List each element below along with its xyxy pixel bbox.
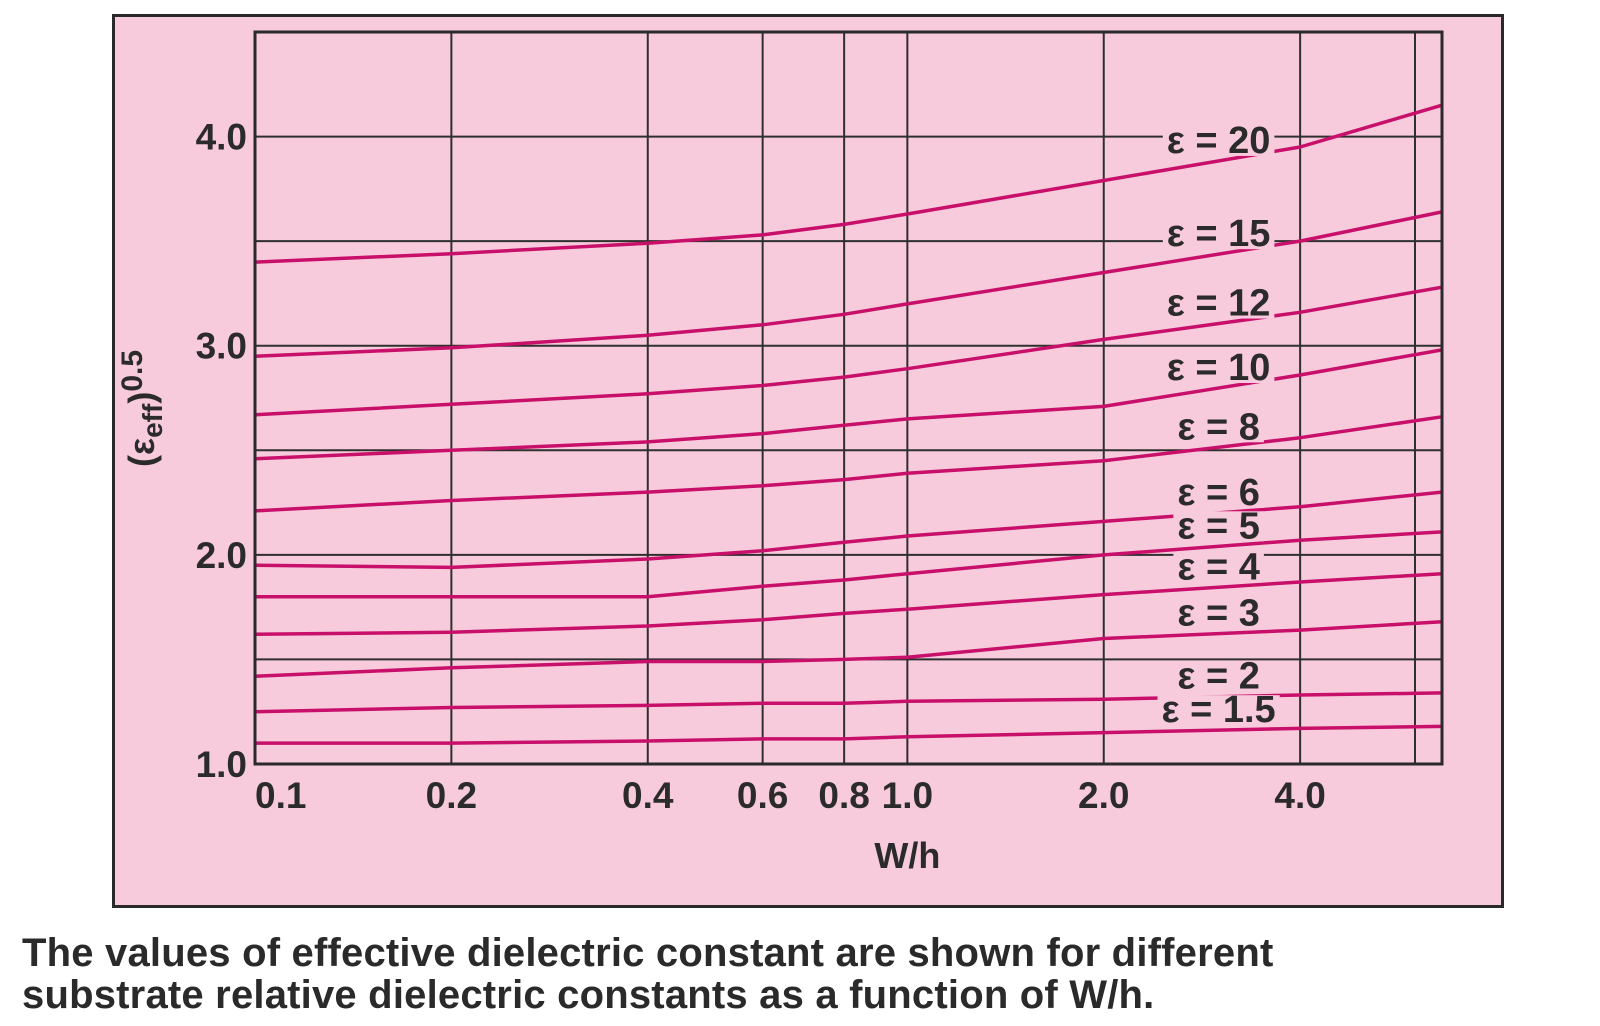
series-label: ε = 10: [1167, 347, 1271, 389]
caption-line-2: substrate relative dielectric constants …: [22, 973, 1155, 1017]
plot-border: [253, 30, 1444, 766]
x-tick-label: 1.0: [882, 775, 933, 816]
x-tick-label: 2.0: [1078, 775, 1129, 816]
series-label: ε = 8: [1177, 406, 1259, 448]
y-axis-title-sub: eff: [137, 403, 168, 438]
x-tick-label: 0.8: [818, 775, 869, 816]
figure-caption: The values of effective dielectric const…: [22, 932, 1582, 1016]
curve-label-layer: ε = 20ε = 15ε = 12ε = 10ε = 8ε = 6ε = 5ε…: [1157, 120, 1280, 731]
series-line: [255, 724, 1443, 745]
series-line: [254, 348, 1443, 461]
x-tick-label: 0.2: [426, 775, 477, 816]
series-label: ε = 15: [1167, 213, 1271, 255]
series-label-bg: [1162, 125, 1275, 156]
x-tick-label: 4.0: [1274, 775, 1325, 816]
y-tick-label: 1.0: [196, 744, 247, 785]
y-axis-title-sup: 0.5: [116, 350, 149, 392]
series-label: ε = 6: [1177, 472, 1259, 514]
series-label-bg: [1173, 598, 1264, 629]
chart-background: [112, 14, 1504, 908]
x-tick-label: 0.4: [622, 775, 674, 816]
y-tick-label: 2.0: [196, 535, 247, 576]
series-label: ε = 1.5: [1162, 689, 1276, 731]
series-line: [255, 530, 1443, 599]
series-label: ε = 5: [1177, 505, 1259, 547]
chart-svg: 0.1 0.2 0.4 0.6 0.8 1.0 2.0 4.0 1.0 2.0 3.0 4.0 ε =…: [112, 14, 1504, 908]
series-label-bg: [1173, 552, 1264, 583]
series-label-bg: [1173, 661, 1264, 692]
chart-frame: 0.1 0.2 0.4 0.6 0.8 1.0 2.0 4.0 1.0 2.0 3.0 4.0 ε =…: [112, 14, 1504, 908]
y-axis-title: (εeff)0.5: [116, 350, 168, 467]
series-label: ε = 3: [1177, 593, 1259, 635]
series-line: [254, 415, 1443, 513]
series-label-bg: [1162, 353, 1275, 384]
series-line: [254, 103, 1443, 264]
series-line: [254, 210, 1443, 358]
series-label: ε = 2: [1177, 656, 1259, 698]
series-label-bg: [1173, 511, 1264, 542]
series-label-bg: [1162, 288, 1275, 319]
series-label-bg: [1157, 695, 1280, 726]
caption-line-1: The values of effective dielectric const…: [22, 931, 1274, 975]
tick-layer: 0.1 0.2 0.4 0.6 0.8 1.0 2.0 4.0 1.0 2.0 3.0 4.0: [196, 117, 1326, 816]
x-tick-label: 0.1: [255, 775, 306, 816]
x-axis-title: W/h: [874, 835, 940, 876]
series-label-bg: [1173, 477, 1264, 508]
x-tick-label: 0.6: [737, 775, 788, 816]
series-label-bg: [1173, 412, 1264, 443]
series-label: ε = 4: [1177, 546, 1259, 588]
series-label: ε = 20: [1167, 120, 1271, 162]
y-axis-title-close: ): [121, 392, 162, 404]
series-line: [254, 285, 1443, 417]
y-axis-title-symbol: (ε: [121, 438, 162, 467]
y-tick-label: 4.0: [196, 117, 247, 158]
curve-layer: [254, 103, 1443, 745]
series-line: [254, 571, 1443, 637]
series-label-bg: [1162, 219, 1275, 250]
series-line: [254, 620, 1443, 678]
y-tick-label: 3.0: [196, 326, 247, 367]
series-label: ε = 12: [1167, 283, 1271, 325]
